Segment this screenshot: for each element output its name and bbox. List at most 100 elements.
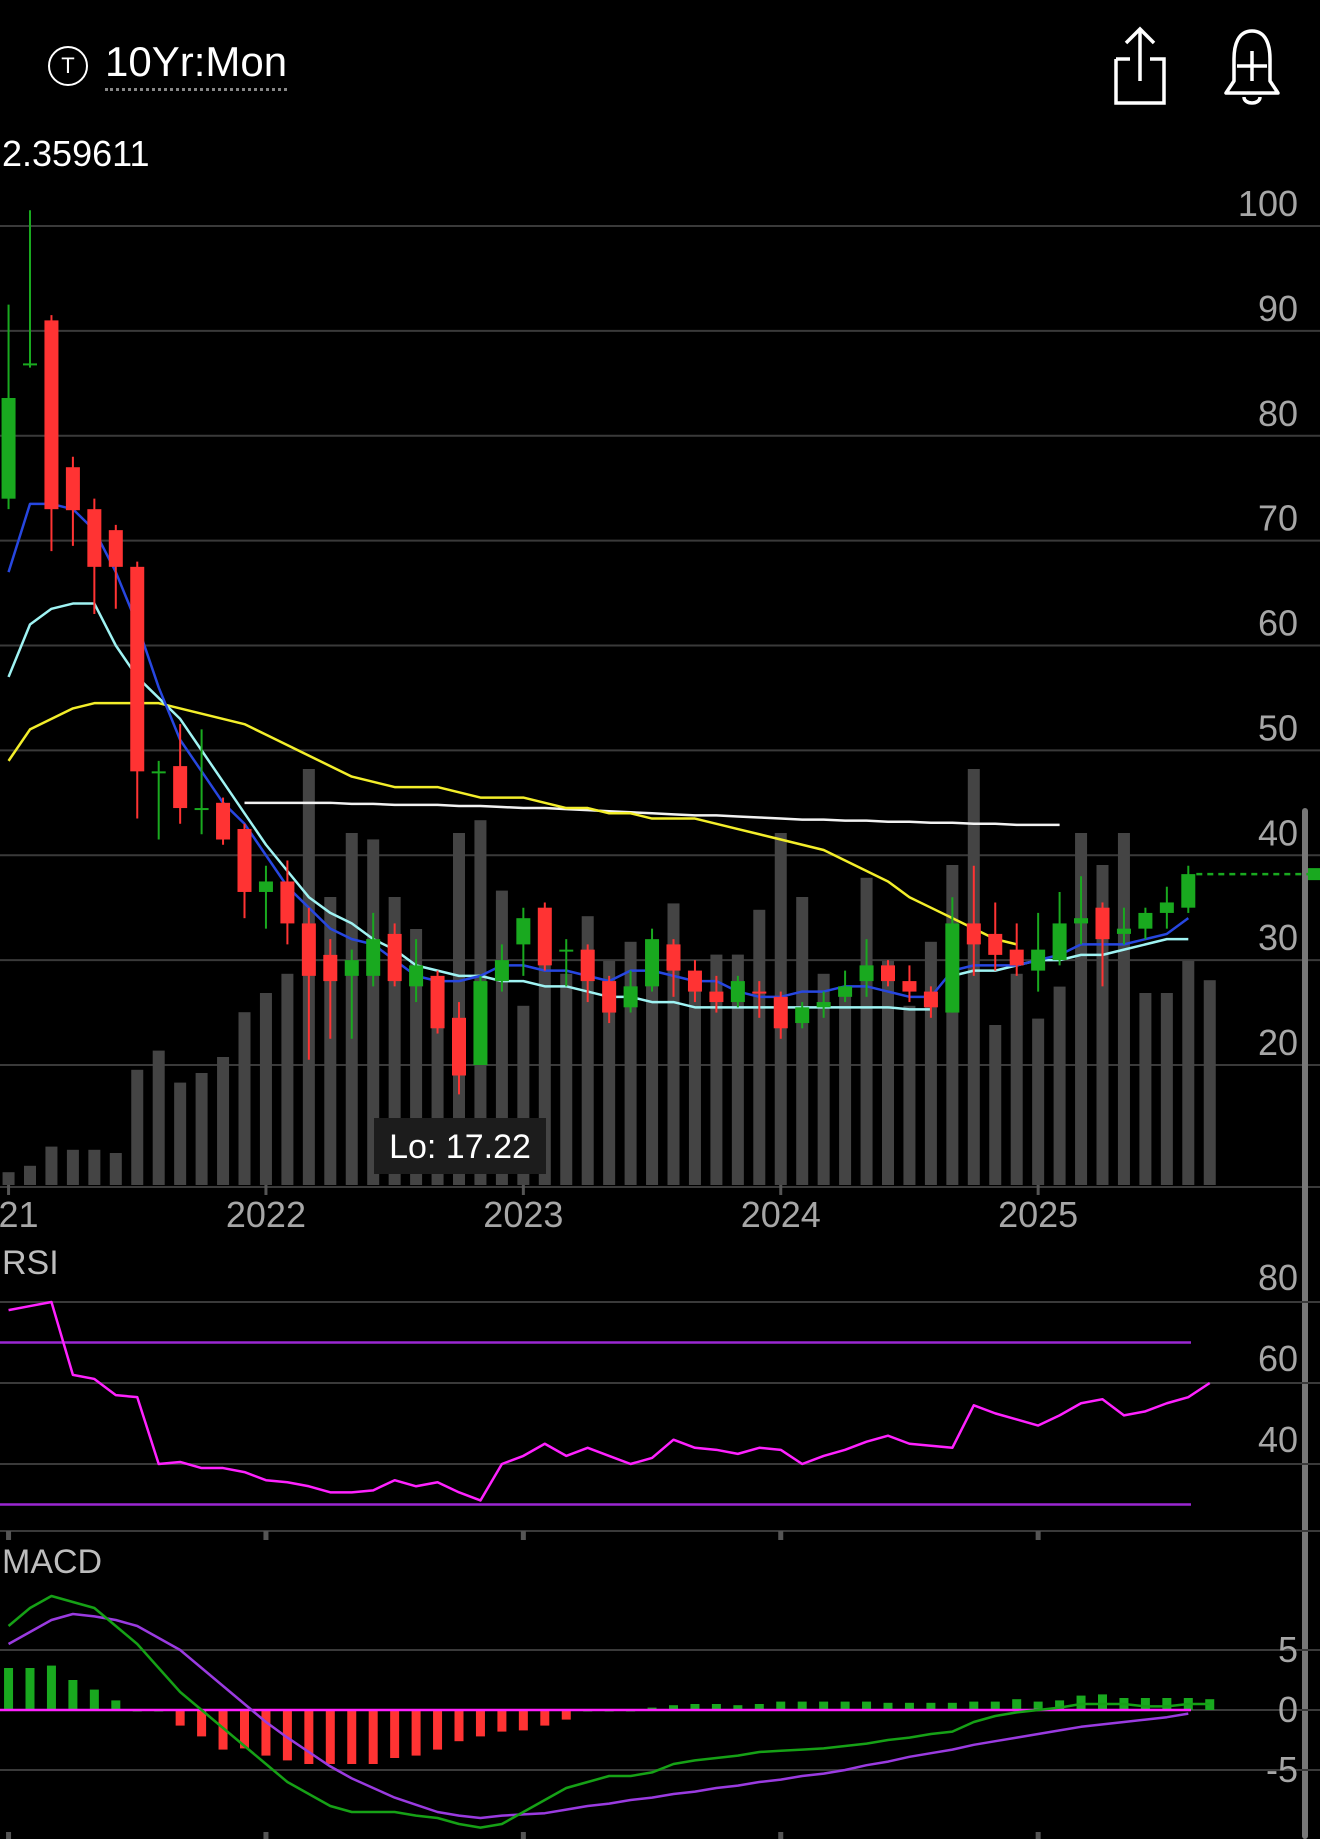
- macd-histogram-bar: [926, 1702, 936, 1710]
- volume-bar: [1182, 961, 1195, 1185]
- candle-body: [923, 991, 938, 1008]
- candle-body: [108, 530, 123, 567]
- volume-bar: [1053, 986, 1066, 1185]
- period-selector[interactable]: 10Yr:Mon: [105, 38, 288, 91]
- candle-body: [666, 944, 681, 971]
- candle-body: [216, 802, 231, 840]
- rsi-tick-label: 80: [1258, 1257, 1298, 1298]
- volume-bar: [1160, 993, 1173, 1185]
- period-selector-icon[interactable]: T: [48, 46, 88, 86]
- macd-histogram-bar: [1140, 1698, 1150, 1710]
- candle-body: [1009, 949, 1024, 966]
- candle-body: [280, 881, 295, 924]
- candle-body: [87, 509, 102, 567]
- volume-bar: [259, 993, 272, 1185]
- x-tick-label: 021: [0, 1194, 39, 1235]
- macd-histogram-bar: [1162, 1698, 1172, 1710]
- ma-cyan-line-tail: [952, 937, 1189, 978]
- candle-body: [301, 923, 316, 976]
- macd-histogram-bar: [433, 1710, 443, 1750]
- x-tick-label: 2022: [226, 1194, 306, 1235]
- volume-bar: [281, 973, 294, 1185]
- volume-bar: [1139, 993, 1152, 1185]
- volume-bar: [731, 954, 744, 1185]
- volume-bar: [560, 973, 573, 1185]
- volume-bar: [796, 897, 809, 1185]
- candle-body: [580, 949, 595, 982]
- candle-body: [1, 397, 16, 499]
- price-tick-label: 30: [1258, 917, 1298, 958]
- rsi-tick-label: 40: [1258, 1419, 1298, 1460]
- candle-body: [323, 954, 338, 982]
- candle-body: [709, 991, 724, 1003]
- candle-body: [452, 1017, 466, 1076]
- candle-body: [945, 923, 960, 1013]
- macd-histogram-bar: [46, 1665, 56, 1710]
- rsi-title: RSI: [2, 1244, 59, 1282]
- candle-body: [773, 996, 788, 1029]
- top-left-value: 2.359611: [2, 133, 149, 174]
- volume-bar: [667, 903, 680, 1185]
- volume-bar: [688, 980, 701, 1185]
- rsi-panel: [0, 1300, 1320, 1540]
- last-price-marker: [1308, 868, 1320, 881]
- candle-body: [1181, 874, 1196, 908]
- volume-bar: [217, 1057, 230, 1185]
- add-alert-icon[interactable]: [1220, 25, 1284, 107]
- volume-bar: [1032, 1018, 1045, 1185]
- price-tick-label: 60: [1258, 603, 1298, 644]
- candle-body: [430, 975, 445, 1029]
- price-tick-label: 70: [1258, 498, 1298, 539]
- volume-bar: [24, 1165, 36, 1185]
- macd-histogram-bar: [68, 1680, 78, 1710]
- price-tick-label: 20: [1258, 1022, 1298, 1063]
- volume-bar: [817, 973, 830, 1185]
- macd-histogram-bar: [497, 1710, 507, 1732]
- candle-body: [816, 1002, 831, 1008]
- volume-bar: [603, 961, 616, 1185]
- candle-body: [23, 363, 37, 366]
- share-icon[interactable]: [1110, 25, 1170, 107]
- volume-bar: [989, 1025, 1002, 1185]
- volume-bar: [839, 986, 852, 1185]
- candle-body: [645, 939, 660, 987]
- macd-histogram-bar: [990, 1701, 1000, 1710]
- axis-labels: 100908070605040302002120222023202420252.…: [0, 133, 1298, 1790]
- macd-histogram-bar: [711, 1704, 721, 1710]
- volume-bar: [66, 1149, 79, 1185]
- x-tick-label: 2025: [998, 1194, 1078, 1235]
- candle-body: [559, 949, 574, 952]
- candle-body: [966, 923, 981, 945]
- price-tick-label: 100: [1238, 183, 1298, 224]
- macd-histogram-bar: [368, 1710, 378, 1764]
- candle-body: [859, 965, 874, 982]
- macd-histogram-bar: [819, 1701, 829, 1710]
- volume-bar: [860, 877, 873, 1185]
- macd-histogram-bar: [4, 1668, 14, 1710]
- volume-bar: [581, 916, 594, 1185]
- macd-histogram-bar: [218, 1710, 228, 1750]
- candle-body: [1116, 928, 1131, 934]
- candle-body: [65, 467, 80, 511]
- candle-body: [409, 965, 424, 987]
- macd-tick-label: 5: [1278, 1629, 1298, 1670]
- macd-panel: [0, 1594, 1320, 1839]
- macd-histogram-bar: [475, 1710, 485, 1737]
- chart-header: T 10Yr:Mon: [0, 0, 1320, 130]
- low-annotation-box: [374, 1118, 546, 1174]
- ma-white-line: [244, 801, 1060, 827]
- volume-bar: [882, 961, 894, 1185]
- volume-bar: [967, 769, 980, 1185]
- macd-histogram-bar: [1098, 1694, 1107, 1710]
- macd-histogram-bar: [754, 1704, 764, 1710]
- candle-body: [387, 933, 402, 982]
- volume-bar: [174, 1082, 187, 1185]
- macd-histogram-bar: [947, 1702, 957, 1710]
- macd-histogram-bar: [776, 1701, 786, 1710]
- price-tick-label: 80: [1258, 393, 1298, 434]
- macd-histogram-bar: [454, 1710, 464, 1742]
- macd-histogram-bar: [347, 1710, 357, 1764]
- volume-bar: [1010, 973, 1023, 1185]
- macd-histogram-bar: [175, 1710, 185, 1726]
